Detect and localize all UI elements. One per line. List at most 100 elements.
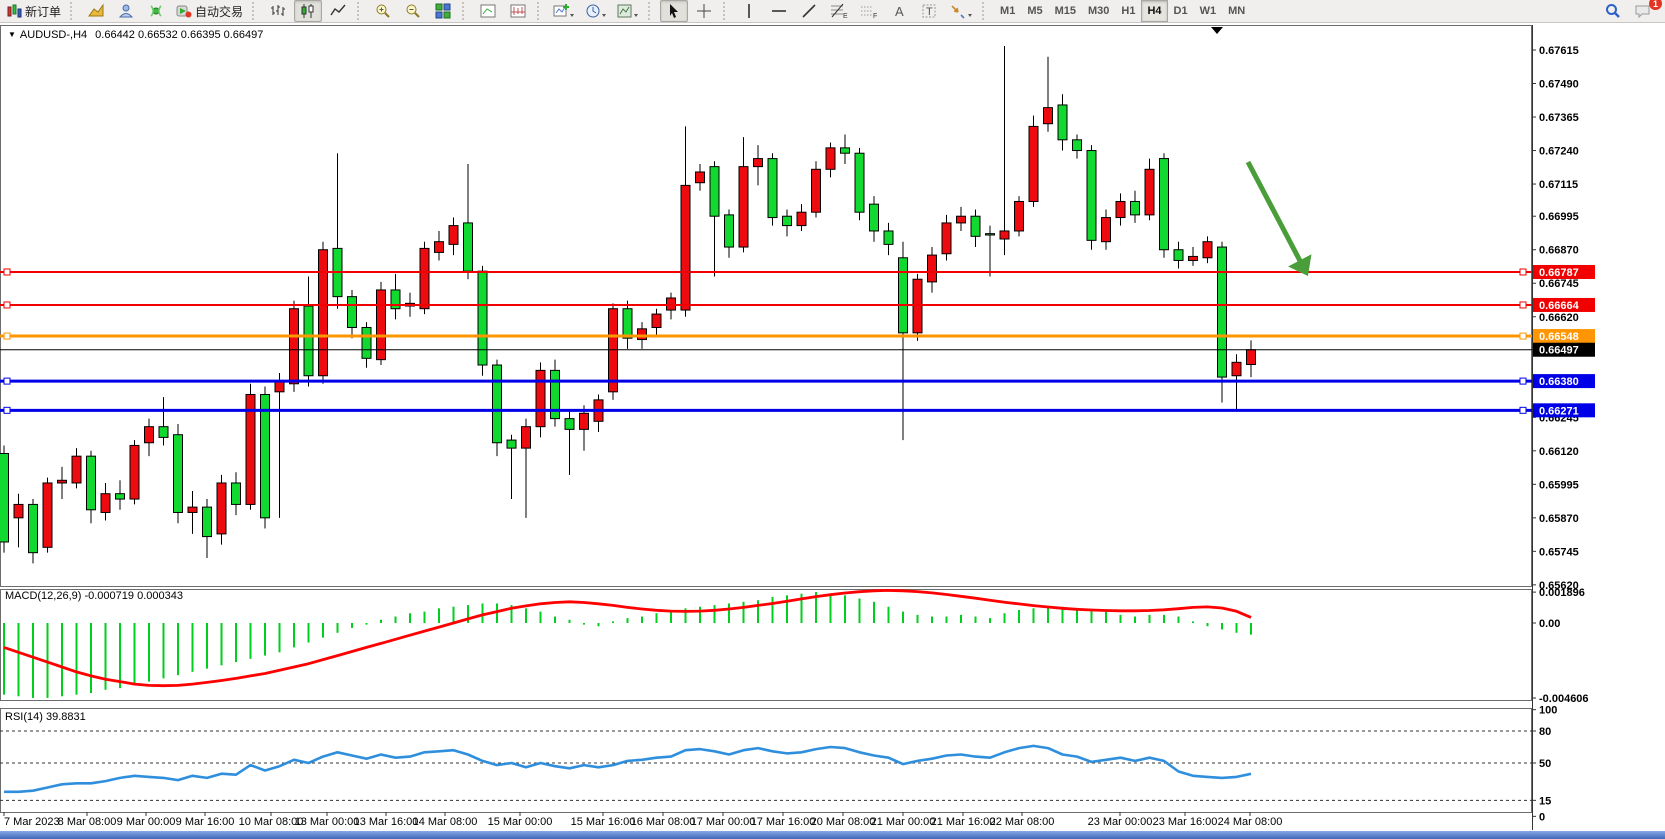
price-tick-label: 0.67490 (1539, 79, 1579, 91)
template-button[interactable] (613, 0, 643, 22)
timeframe-button-H1[interactable]: H1 (1121, 5, 1136, 17)
level-price-label (1533, 342, 1595, 357)
arrow-objects-icon (951, 5, 973, 19)
add-indicator-button[interactable] (549, 0, 579, 22)
price-tick-label: 0.67365 (1539, 112, 1579, 124)
candle-bearish (158, 426, 169, 438)
macd-tick-label: 0.001896 (1539, 587, 1585, 599)
autotrading-label: 自动交易 (195, 4, 244, 19)
signals-icon (150, 5, 162, 17)
timeframe-button-MN[interactable]: MN (1228, 5, 1246, 17)
search-button[interactable] (1599, 0, 1627, 22)
text-tool-button[interactable]: A (885, 0, 913, 22)
clock-icon (586, 4, 607, 18)
bottom-scroll-strip[interactable] (0, 831, 1665, 839)
bar-chart-mode-button[interactable] (264, 0, 292, 22)
line-handle[interactable] (1519, 377, 1527, 385)
profile-icon (118, 4, 134, 18)
profile-button[interactable] (112, 0, 140, 22)
timeframe-button-M15[interactable]: M15 (1054, 5, 1076, 17)
text-label-tool-button[interactable]: T (915, 0, 943, 22)
level-price-label (1533, 329, 1595, 344)
candle-bearish (506, 439, 517, 449)
level-price-label-text: 0.66380 (1539, 376, 1579, 388)
candle-bearish (1086, 150, 1097, 241)
toolbar-separator (723, 2, 730, 20)
vertical-line-tool-button[interactable] (735, 0, 763, 22)
line-handle[interactable] (1519, 301, 1527, 309)
level-price-label (1533, 403, 1595, 418)
candle-bearish (173, 434, 183, 513)
crosshair-tool-button[interactable] (690, 0, 718, 22)
period-selector-button[interactable] (581, 0, 611, 22)
line-handle[interactable] (3, 406, 11, 414)
time-axis-label: 17 Mar 16:00 (750, 816, 816, 828)
fibonacci-icon: E (831, 3, 848, 19)
svg-text:F: F (873, 13, 877, 19)
macd-tick-label: 0.00 (1539, 618, 1560, 630)
new-order-button[interactable]: 新订单 (2, 0, 65, 22)
candlestick-mode-button[interactable] (294, 0, 323, 22)
new-order-label: 新订单 (25, 4, 62, 19)
candle-bullish (187, 506, 198, 513)
candle-bearish (564, 418, 575, 430)
macd-panel[interactable] (0, 589, 1532, 701)
zoom-in-button[interactable] (369, 0, 397, 22)
time-axis-label: 15 Mar 00:00 (487, 816, 553, 828)
candle-bullish (419, 247, 430, 310)
signals-button[interactable] (142, 0, 170, 22)
down-arrow-annotation[interactable] (1245, 160, 1306, 269)
line-handle[interactable] (1519, 332, 1527, 340)
candle-bullish (753, 158, 763, 168)
zoom-out-button[interactable] (399, 0, 427, 22)
candle-bullish (796, 211, 807, 227)
level-price-label (1533, 264, 1595, 279)
line-handle[interactable] (1519, 268, 1527, 276)
bar-chart-icon (271, 5, 286, 16)
symbol-dropdown-icon[interactable]: ▼ (8, 30, 16, 39)
line-handle[interactable] (3, 377, 11, 385)
timeframe-button-D1[interactable]: D1 (1173, 5, 1188, 17)
timeframe-button-H4[interactable]: H4 (1141, 0, 1168, 22)
arrow-objects-button[interactable] (945, 0, 977, 22)
rsi-tick-label: 0 (1539, 811, 1545, 823)
show-indicator-window-button[interactable] (504, 0, 532, 22)
candle-bearish (1217, 246, 1227, 378)
tile-windows-icon (435, 3, 451, 19)
candle-bearish (231, 482, 241, 505)
text-label-icon: T (922, 4, 936, 18)
channel-tool-button[interactable]: F (855, 0, 883, 22)
candle-bearish (622, 308, 633, 339)
line-handle[interactable] (1519, 406, 1527, 414)
horizontal-line-tool-button[interactable] (765, 0, 793, 22)
line-handle[interactable] (3, 268, 11, 276)
candle-bullish (1188, 255, 1198, 261)
timeframe-button-W1[interactable]: W1 (1199, 5, 1217, 17)
autotrading-button[interactable]: 自动交易 (172, 0, 247, 22)
candle-bullish (927, 254, 937, 283)
line-chart-mode-button[interactable] (324, 0, 352, 22)
time-axis-label: 13 Mar 00:00 (294, 816, 360, 828)
fibonacci-tool-button[interactable]: E (825, 0, 853, 22)
notifications-button[interactable]: 1 (1629, 0, 1662, 22)
toolbar-separator (357, 2, 364, 20)
line-handle[interactable] (3, 301, 11, 309)
tile-windows-button[interactable] (429, 0, 457, 22)
main-price-panel[interactable] (0, 25, 1532, 587)
level-price-label-text: 0.66548 (1539, 331, 1579, 343)
candle-bullish (1246, 349, 1256, 365)
candle-bullish (13, 503, 24, 519)
rsi-panel[interactable] (0, 708, 1532, 813)
timeframe-button-M1[interactable]: M1 (1000, 5, 1016, 17)
timeframe-button-M30[interactable]: M30 (1088, 5, 1110, 17)
cursor-tool-button[interactable] (660, 0, 689, 22)
level-price-label-text: 0.66664 (1539, 300, 1580, 312)
line-handle[interactable] (3, 332, 11, 340)
trendline-tool-button[interactable] (795, 0, 823, 22)
market-charts-button[interactable] (82, 0, 110, 22)
chart-shift-marker[interactable] (1211, 27, 1223, 34)
candle-bullish (434, 241, 444, 253)
timeframe-button-M5[interactable]: M5 (1027, 5, 1043, 17)
show-data-window-button[interactable] (474, 0, 502, 22)
